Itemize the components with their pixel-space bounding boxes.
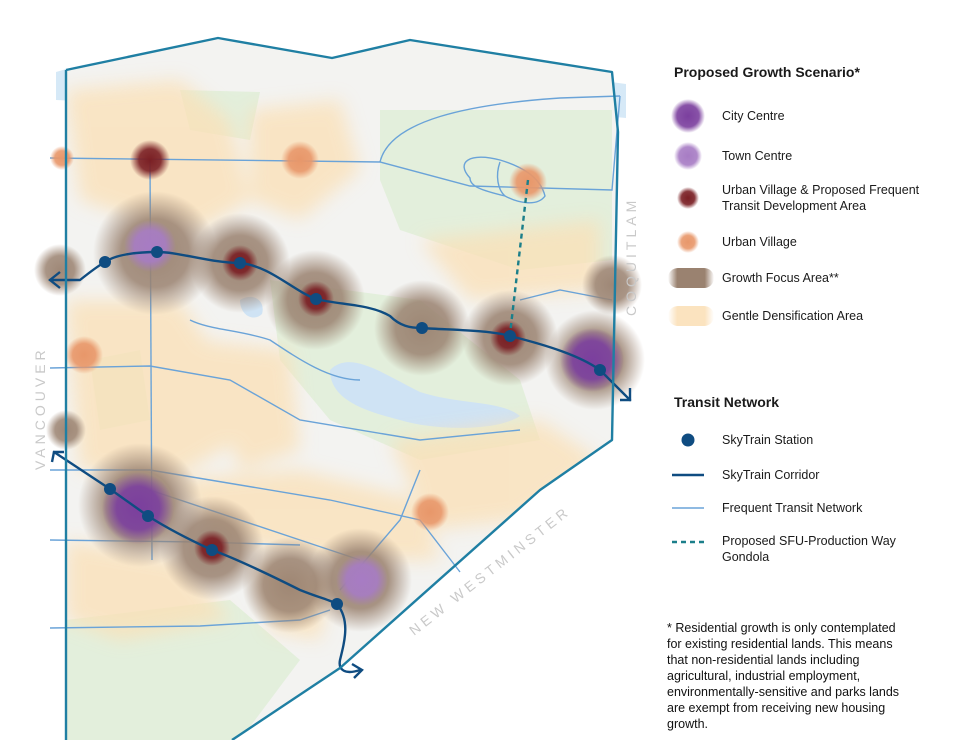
legend-item-gondola: Proposed SFU-Production Way Gondola — [668, 532, 922, 568]
map-label-coquitlam: COQUITLAM — [623, 197, 639, 316]
proposed-gondola-line — [508, 179, 530, 335]
legend-item-skytrain-station: SkyTrain Station — [668, 422, 813, 458]
town-centre-symbol — [674, 142, 702, 170]
legend-label: Gentle Densification Area — [722, 309, 864, 323]
legend-item-growth-focus-area: Growth Focus Area** — [668, 260, 839, 296]
skytrain-stations — [99, 246, 606, 610]
urban-village-ftda-symbol — [677, 187, 699, 209]
transit-legend-title: Transit Network — [674, 394, 780, 410]
map-label-vancouver: VANCOUVER — [32, 346, 48, 470]
legend-item-urban-village-ftda: Urban Village & Proposed Frequent Transi… — [668, 180, 937, 216]
town-centres — [124, 220, 388, 606]
skytrain-corridor-symbol — [672, 473, 704, 477]
legend-label: Town Centre — [722, 149, 793, 163]
city-centre-symbol — [671, 99, 705, 133]
legend-label: SkyTrain Corridor — [722, 468, 820, 482]
legend-item-city-centre: City Centre — [668, 98, 785, 134]
legend-item-skytrain-corridor: SkyTrain Corridor — [668, 457, 819, 493]
urban-village-symbol — [677, 231, 699, 253]
legend-label: Frequent Transit Network — [722, 501, 863, 515]
frequent-transit-symbol — [672, 507, 704, 509]
legend-label: Growth Focus Area** — [722, 271, 839, 285]
burnaby-lake — [330, 362, 520, 428]
legend-label: SkyTrain Station — [722, 433, 814, 447]
legend-item-town-centre: Town Centre — [668, 138, 792, 174]
skytrain-arrowheads — [48, 271, 632, 679]
growth-focus-symbol — [668, 268, 714, 288]
legend-label: Urban Village & Proposed Frequent Transi… — [722, 183, 920, 213]
legend-item-urban-village: Urban Village — [668, 224, 797, 260]
city-boundary — [64, 36, 620, 740]
legend-item-gentle-densification: Gentle Densification Area — [668, 298, 863, 334]
residential-growth-footnote: * Residential growth is only contemplate… — [667, 621, 900, 731]
legend-label: Proposed SFU-Production Way Gondola — [722, 534, 896, 564]
legend-label: City Centre — [722, 109, 785, 123]
skytrain-station-symbol — [681, 433, 695, 447]
gentle-densification-symbol — [668, 306, 714, 326]
legend-label: Urban Village — [722, 235, 797, 249]
gondola-symbol — [672, 540, 704, 544]
legend-item-frequent-transit: Frequent Transit Network — [668, 490, 862, 526]
growth-legend-title: Proposed Growth Scenario* — [674, 64, 860, 80]
